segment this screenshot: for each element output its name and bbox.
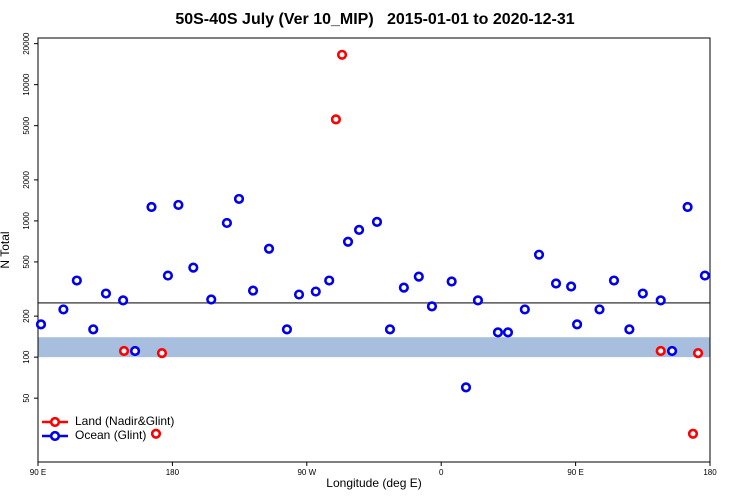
point: [655, 345, 666, 357]
point: [624, 324, 635, 335]
point: [519, 304, 530, 315]
point: [162, 270, 174, 281]
point: [336, 49, 348, 60]
point: [472, 295, 484, 306]
y-axis-label: N Total: [0, 231, 12, 268]
x-tick-label: 90 W: [297, 468, 316, 477]
point: [173, 199, 184, 211]
band: [38, 337, 710, 358]
legend-label: Land (Nadir&Glint): [75, 414, 174, 428]
point: [398, 282, 409, 293]
point: [502, 327, 514, 338]
point: [206, 294, 217, 305]
point: [324, 275, 335, 286]
point: [460, 382, 472, 393]
point: [146, 201, 157, 213]
point: [156, 348, 168, 359]
legend-marker: [49, 416, 61, 428]
point: [533, 249, 545, 260]
point: [221, 217, 233, 229]
point: [342, 236, 354, 247]
point: [71, 275, 82, 286]
point: [692, 348, 704, 359]
point: [188, 262, 199, 273]
y-tick-label: 200: [22, 309, 31, 323]
point: [293, 289, 305, 300]
point: [129, 345, 141, 357]
y-tick-label: 1000: [22, 211, 31, 229]
point: [594, 304, 605, 315]
point: [413, 271, 424, 282]
y-tick-label: 10000: [22, 73, 31, 96]
point: [687, 428, 699, 439]
y-tick-label: 2000: [22, 170, 31, 188]
x-axis-label: Longitude (deg E): [326, 476, 421, 490]
point: [233, 193, 245, 205]
point: [608, 275, 620, 286]
legend-marker: [49, 430, 61, 442]
plot-frame: [37, 37, 711, 463]
point: [566, 281, 577, 292]
point: [637, 288, 648, 299]
point: [699, 270, 711, 281]
point: [666, 345, 678, 357]
point: [330, 114, 342, 125]
point: [446, 276, 457, 287]
point: [88, 324, 99, 335]
point: [550, 278, 562, 289]
point: [247, 285, 259, 296]
point: [100, 288, 112, 299]
point: [655, 295, 666, 306]
point: [426, 301, 438, 312]
y-tick-label: 5000: [22, 116, 31, 134]
point: [492, 327, 504, 338]
point: [310, 286, 321, 297]
x-tick-label: 180: [703, 468, 717, 477]
point: [118, 345, 130, 357]
legend-label: Ocean (Glint): [75, 428, 146, 442]
point: [150, 428, 162, 439]
point: [682, 201, 693, 213]
x-tick-label: 90 E: [30, 468, 46, 477]
point: [263, 243, 275, 254]
point: [118, 295, 129, 306]
y-tick-label: 20000: [22, 32, 31, 55]
point: [35, 319, 47, 330]
y-tick-label: 100: [22, 350, 31, 364]
x-tick-label: 0: [439, 468, 444, 477]
x-tick-label: 180: [166, 468, 180, 477]
point: [58, 304, 69, 315]
y-tick-label: 500: [22, 255, 31, 269]
point: [384, 324, 396, 335]
chart-title: 50S-40S July (Ver 10_MIP) 2015-01-01 to …: [175, 11, 574, 28]
x-tick-label: 90 E: [567, 468, 583, 477]
y-tick-label: 50: [22, 393, 31, 402]
point: [371, 216, 383, 227]
point: [353, 224, 365, 235]
point: [571, 319, 583, 330]
point: [281, 324, 293, 335]
